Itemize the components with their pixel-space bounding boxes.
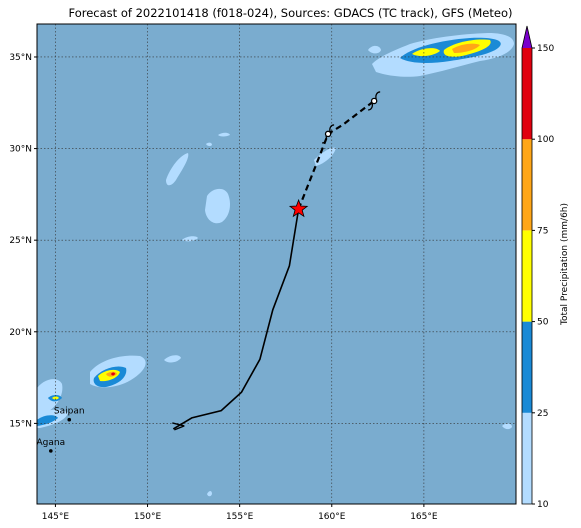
precip-area [166, 153, 189, 186]
map-frame [36, 23, 517, 505]
map-title: Forecast of 2022101418 (f018-024), Sourc… [68, 6, 513, 20]
precip-area [164, 355, 181, 363]
tropical-storm-icon [368, 91, 381, 111]
lat-tick-label: 25°N [9, 236, 32, 246]
colorbar-segment [522, 321, 532, 413]
storm-symbols [322, 91, 381, 144]
precip-area [205, 188, 230, 224]
colorbar-segment [522, 412, 532, 504]
precip-area [218, 132, 230, 137]
precipitation-field [37, 33, 514, 497]
colorbar-tick-label: 150 [537, 44, 554, 54]
map-background [37, 24, 516, 504]
lon-tick-label: 160°E [318, 512, 346, 522]
place-label: Agana [37, 438, 66, 448]
colorbar: 10 25 50 75 100 150 [521, 25, 554, 510]
precip-area [452, 43, 480, 53]
gridlines [37, 24, 516, 504]
colorbar-tick-label: 10 [537, 500, 549, 510]
place-labels: Saipan Agana [37, 407, 85, 453]
precip-area [37, 415, 58, 426]
longitude-ticks: 145°E 150°E 155°E 160°E 165°E [42, 504, 438, 522]
latitude-ticks: 15°N 20°N 25°N 30°N 35°N [9, 53, 37, 429]
colorbar-segment [522, 139, 532, 231]
place-marker [49, 449, 53, 453]
precip-area [314, 147, 336, 166]
precip-area [412, 48, 440, 57]
precip-area [207, 491, 212, 497]
precip-area [502, 423, 512, 430]
genesis-arrow-icon [172, 422, 185, 431]
lat-tick-label: 20°N [9, 328, 32, 338]
current-position-star-icon [288, 198, 309, 218]
precip-area [52, 396, 59, 400]
precip-area [368, 45, 381, 54]
precip-area [111, 372, 115, 376]
colorbar-frame [521, 25, 533, 505]
colorbar-tick-label: 75 [537, 226, 548, 236]
lon-tick-label: 150°E [134, 512, 162, 522]
lon-tick-label: 145°E [42, 512, 70, 522]
colorbar-label: Total Precipitation (mm/6h) [560, 203, 570, 326]
precip-area [182, 236, 198, 242]
place-label: Saipan [54, 407, 85, 417]
colorbar-segment [522, 48, 532, 140]
tropical-storm-icon [322, 124, 335, 144]
colorbar-tick-label: 25 [537, 409, 548, 419]
colorbar-tick-label: 100 [537, 135, 554, 145]
lon-tick-label: 165°E [410, 512, 438, 522]
lat-tick-label: 15°N [9, 419, 32, 429]
colorbar-segment [522, 230, 532, 322]
colorbar-tick-label: 50 [537, 318, 549, 328]
place-marker [67, 417, 72, 422]
lat-tick-label: 35°N [9, 53, 32, 63]
lat-tick-label: 30°N [9, 145, 32, 155]
precip-area [206, 142, 212, 147]
colorbar-extend-arrow [522, 26, 532, 48]
track-past-line [172, 208, 300, 430]
lon-tick-label: 155°E [226, 512, 254, 522]
